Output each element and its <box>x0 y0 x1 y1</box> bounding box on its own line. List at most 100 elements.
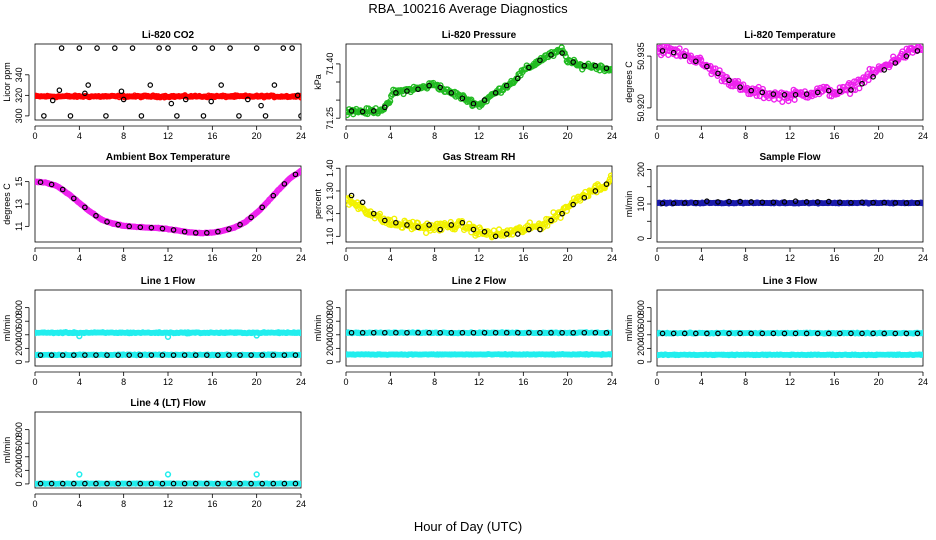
data-point <box>503 329 510 336</box>
data-point <box>37 352 44 358</box>
y-axis-label: ml/min <box>2 315 12 342</box>
data-point <box>94 45 100 51</box>
figure-xlabel: Hour of Day (UTC) <box>414 519 522 534</box>
y-axis-label: Licor ppm <box>2 62 12 102</box>
x-tick-label: 16 <box>207 253 217 263</box>
y-tick-label: 13 <box>14 199 24 209</box>
data-point <box>492 233 499 240</box>
x-tick-label: 24 <box>296 499 306 509</box>
y-tick-label: 71.40 <box>325 53 335 76</box>
plot-frame <box>34 43 302 121</box>
x-tick-label: 20 <box>563 377 573 387</box>
data-point <box>837 88 843 95</box>
data-point <box>170 480 177 487</box>
x-tick-label: 20 <box>252 499 262 509</box>
y-axis-label: ml/min <box>2 437 12 464</box>
data-point <box>85 82 92 88</box>
x-tick-label: 16 <box>829 131 839 141</box>
data-point <box>659 330 666 337</box>
x-tick-label: 0 <box>343 377 348 387</box>
data-point <box>120 96 127 103</box>
plot-area <box>35 471 301 487</box>
x-tick-label: 12 <box>163 253 173 263</box>
data-point <box>859 80 865 87</box>
data-point <box>103 113 109 119</box>
data-point <box>670 330 677 337</box>
x-tick-label: 8 <box>432 131 437 141</box>
x-tick-label: 4 <box>388 253 393 263</box>
y-tick-label: 0 <box>636 359 646 364</box>
data-point <box>659 48 666 54</box>
data-point <box>692 58 699 65</box>
x-tick-label: 12 <box>474 253 484 263</box>
x-tick-label: 24 <box>296 253 306 263</box>
data-point <box>226 352 232 358</box>
data-point <box>781 199 788 205</box>
data-point <box>281 480 288 487</box>
y-tick-label: 200 <box>636 162 646 177</box>
data-point <box>49 97 56 104</box>
data-point <box>603 181 610 187</box>
x-tick-label: 4 <box>699 131 704 141</box>
data-point <box>903 53 910 59</box>
data-point <box>814 89 821 96</box>
data-point <box>292 352 299 358</box>
data-point <box>227 45 233 51</box>
chart-title: Li-820 CO2 <box>142 30 195 41</box>
x-tick-label: 4 <box>77 253 82 263</box>
data-point <box>236 113 242 119</box>
y-tick-label: 50.920 <box>636 94 646 122</box>
data-point <box>781 330 788 337</box>
x-tick-label: 20 <box>874 131 884 141</box>
data-point <box>503 231 510 237</box>
chart-panel: Sample Flow 0 4 8 12 16 20 24 0 100 200 ml/min <box>624 152 928 263</box>
data-point <box>548 329 554 336</box>
data-point <box>837 199 843 206</box>
data-point <box>376 210 383 217</box>
y-tick-label: 800 <box>325 300 335 315</box>
x-tick-label: 24 <box>918 377 928 387</box>
data-point <box>93 212 99 219</box>
data-point <box>381 217 388 224</box>
x-tick-label: 12 <box>474 377 484 387</box>
data-point <box>137 480 144 487</box>
y-axis-label: degrees C <box>624 61 634 103</box>
y-axis-label: kPa <box>313 74 323 90</box>
data-point <box>704 63 710 70</box>
data-point <box>159 225 166 232</box>
x-tick-label: 16 <box>207 377 217 387</box>
data-point <box>676 45 683 52</box>
data-point <box>466 220 473 227</box>
data-point <box>715 70 721 77</box>
data-point <box>104 219 110 225</box>
data-point <box>115 221 121 228</box>
data-point <box>803 330 810 337</box>
plot-frame <box>345 289 613 367</box>
data-point <box>48 352 55 358</box>
data-point <box>112 45 118 51</box>
data-point <box>404 329 410 336</box>
data-point <box>129 45 136 51</box>
data-point <box>298 351 301 358</box>
data-point <box>294 92 301 99</box>
x-tick-label: 20 <box>252 131 262 141</box>
data-point <box>115 352 121 358</box>
series <box>76 471 260 478</box>
x-tick-label: 8 <box>432 253 437 263</box>
chart-panel: Line 4 (LT) Flow 0 4 8 12 16 20 24 0 200400600800… <box>2 398 306 509</box>
data-point <box>856 85 863 92</box>
data-point <box>237 352 243 358</box>
data-point <box>138 113 145 119</box>
data-point <box>692 199 699 206</box>
data-point <box>226 480 232 487</box>
x-tick-label: 0 <box>32 131 37 141</box>
x-tick-label: 0 <box>32 253 37 263</box>
data-point <box>170 352 177 358</box>
data-point <box>892 60 899 66</box>
series <box>41 45 301 119</box>
data-point <box>76 45 83 51</box>
y-tick-label: 100 <box>636 196 646 211</box>
data-point <box>715 199 721 205</box>
data-point <box>164 471 172 478</box>
x-tick-label: 20 <box>874 377 884 387</box>
